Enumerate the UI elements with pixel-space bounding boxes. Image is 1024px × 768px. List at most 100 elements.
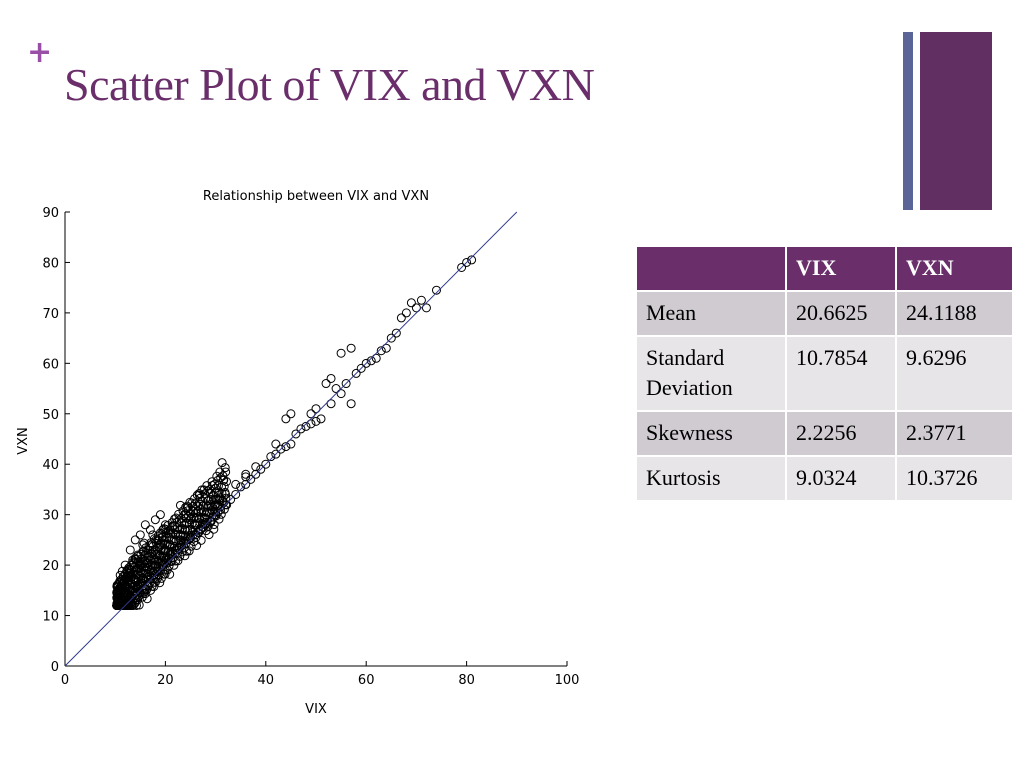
data-point bbox=[169, 560, 179, 570]
decorative-bar-thick bbox=[920, 32, 992, 210]
x-axis-label: VIX bbox=[305, 702, 327, 717]
data-point bbox=[421, 303, 431, 313]
data-point bbox=[138, 546, 148, 556]
data-point bbox=[216, 509, 226, 519]
decorative-bar-thin bbox=[903, 32, 913, 210]
y-tick-label: 10 bbox=[42, 610, 59, 625]
data-point bbox=[215, 493, 225, 503]
y-tick-label: 80 bbox=[42, 256, 59, 271]
data-point bbox=[351, 368, 361, 378]
x-tick-label: 40 bbox=[258, 673, 275, 688]
y-tick-label: 60 bbox=[42, 357, 59, 372]
chart-title: Relationship between VIX and VXN bbox=[203, 189, 429, 204]
y-tick-label: 30 bbox=[42, 509, 59, 524]
data-point bbox=[396, 313, 406, 323]
data-point bbox=[406, 298, 416, 308]
data-point bbox=[321, 379, 331, 389]
data-point bbox=[218, 471, 228, 481]
data-point bbox=[261, 459, 271, 469]
data-point bbox=[158, 533, 168, 543]
scatter-chart: Relationship between VIX and VXN VIX VXN… bbox=[0, 176, 600, 736]
vxn-cell: 9.6296 bbox=[895, 334, 1014, 413]
data-point bbox=[306, 409, 316, 419]
data-point bbox=[196, 535, 206, 545]
data-point bbox=[143, 552, 153, 562]
data-point bbox=[251, 462, 261, 472]
vxn-cell: 2.3771 bbox=[895, 410, 1014, 457]
vxn-cell: 24.1188 bbox=[895, 289, 1014, 337]
data-point bbox=[122, 568, 132, 578]
data-point bbox=[326, 373, 336, 383]
y-tick-label: 0 bbox=[51, 660, 59, 675]
data-point bbox=[431, 285, 441, 295]
data-point bbox=[170, 514, 180, 524]
data-point bbox=[231, 489, 241, 499]
x-tick-label: 20 bbox=[157, 673, 174, 688]
header-cell-vxn: VXN bbox=[895, 245, 1014, 292]
data-point bbox=[118, 580, 128, 590]
data-point bbox=[190, 499, 200, 509]
data-point bbox=[137, 592, 147, 602]
data-point bbox=[296, 424, 306, 434]
y-tick-label: 20 bbox=[42, 559, 59, 574]
data-point bbox=[401, 308, 411, 318]
data-point bbox=[361, 358, 371, 368]
y-tick-label: 50 bbox=[42, 408, 59, 423]
data-point bbox=[177, 523, 187, 533]
data-point bbox=[301, 421, 311, 431]
data-point bbox=[160, 565, 170, 575]
data-point bbox=[203, 495, 213, 505]
data-point bbox=[156, 539, 166, 549]
data-point bbox=[457, 262, 467, 272]
table-row: Mean 20.6625 24.1188 bbox=[635, 289, 1014, 337]
data-point bbox=[311, 404, 321, 414]
data-point bbox=[356, 363, 366, 373]
data-point bbox=[137, 559, 147, 569]
data-point bbox=[241, 469, 251, 479]
data-point bbox=[155, 510, 165, 520]
data-point bbox=[136, 566, 146, 576]
data-point bbox=[214, 487, 224, 497]
y-tick-label: 70 bbox=[42, 307, 59, 322]
data-point bbox=[192, 540, 202, 550]
data-point bbox=[174, 535, 184, 545]
data-point bbox=[113, 600, 123, 610]
data-point bbox=[139, 538, 149, 548]
data-point bbox=[130, 554, 140, 564]
data-point bbox=[138, 540, 148, 550]
vix-cell: 10.7854 bbox=[785, 334, 897, 413]
slide-title: Scatter Plot of VIX and VXN bbox=[64, 59, 595, 110]
data-point bbox=[217, 458, 227, 468]
data-point bbox=[179, 511, 189, 521]
data-point bbox=[171, 556, 181, 566]
data-point bbox=[141, 574, 151, 584]
chart-svg: Relationship between VIX and VXN VIX VXN… bbox=[16, 189, 580, 717]
data-point bbox=[166, 529, 176, 539]
vix-cell: 9.0324 bbox=[785, 454, 897, 502]
data-point bbox=[187, 518, 197, 528]
data-point bbox=[221, 493, 231, 503]
data-point bbox=[144, 558, 154, 568]
data-point bbox=[145, 525, 155, 535]
data-point bbox=[211, 507, 221, 517]
x-tick-label: 0 bbox=[61, 673, 69, 688]
data-point bbox=[140, 520, 150, 530]
data-point bbox=[286, 439, 296, 449]
data-point bbox=[236, 482, 246, 492]
data-point bbox=[467, 255, 477, 265]
data-point bbox=[147, 549, 157, 559]
data-point bbox=[276, 444, 286, 454]
data-point bbox=[266, 452, 276, 462]
data-point bbox=[127, 593, 137, 603]
table-header-row: VIX VXN bbox=[635, 245, 1014, 292]
data-point bbox=[156, 573, 166, 583]
data-point bbox=[207, 477, 217, 487]
data-point bbox=[209, 520, 219, 530]
x-tick-label: 100 bbox=[555, 673, 580, 688]
data-point bbox=[346, 343, 356, 353]
vix-cell: 2.2256 bbox=[785, 410, 897, 457]
header-cell-vix: VIX bbox=[785, 245, 897, 292]
data-point bbox=[381, 343, 391, 353]
vxn-cell: 10.3726 bbox=[895, 454, 1014, 502]
data-point bbox=[194, 490, 204, 500]
